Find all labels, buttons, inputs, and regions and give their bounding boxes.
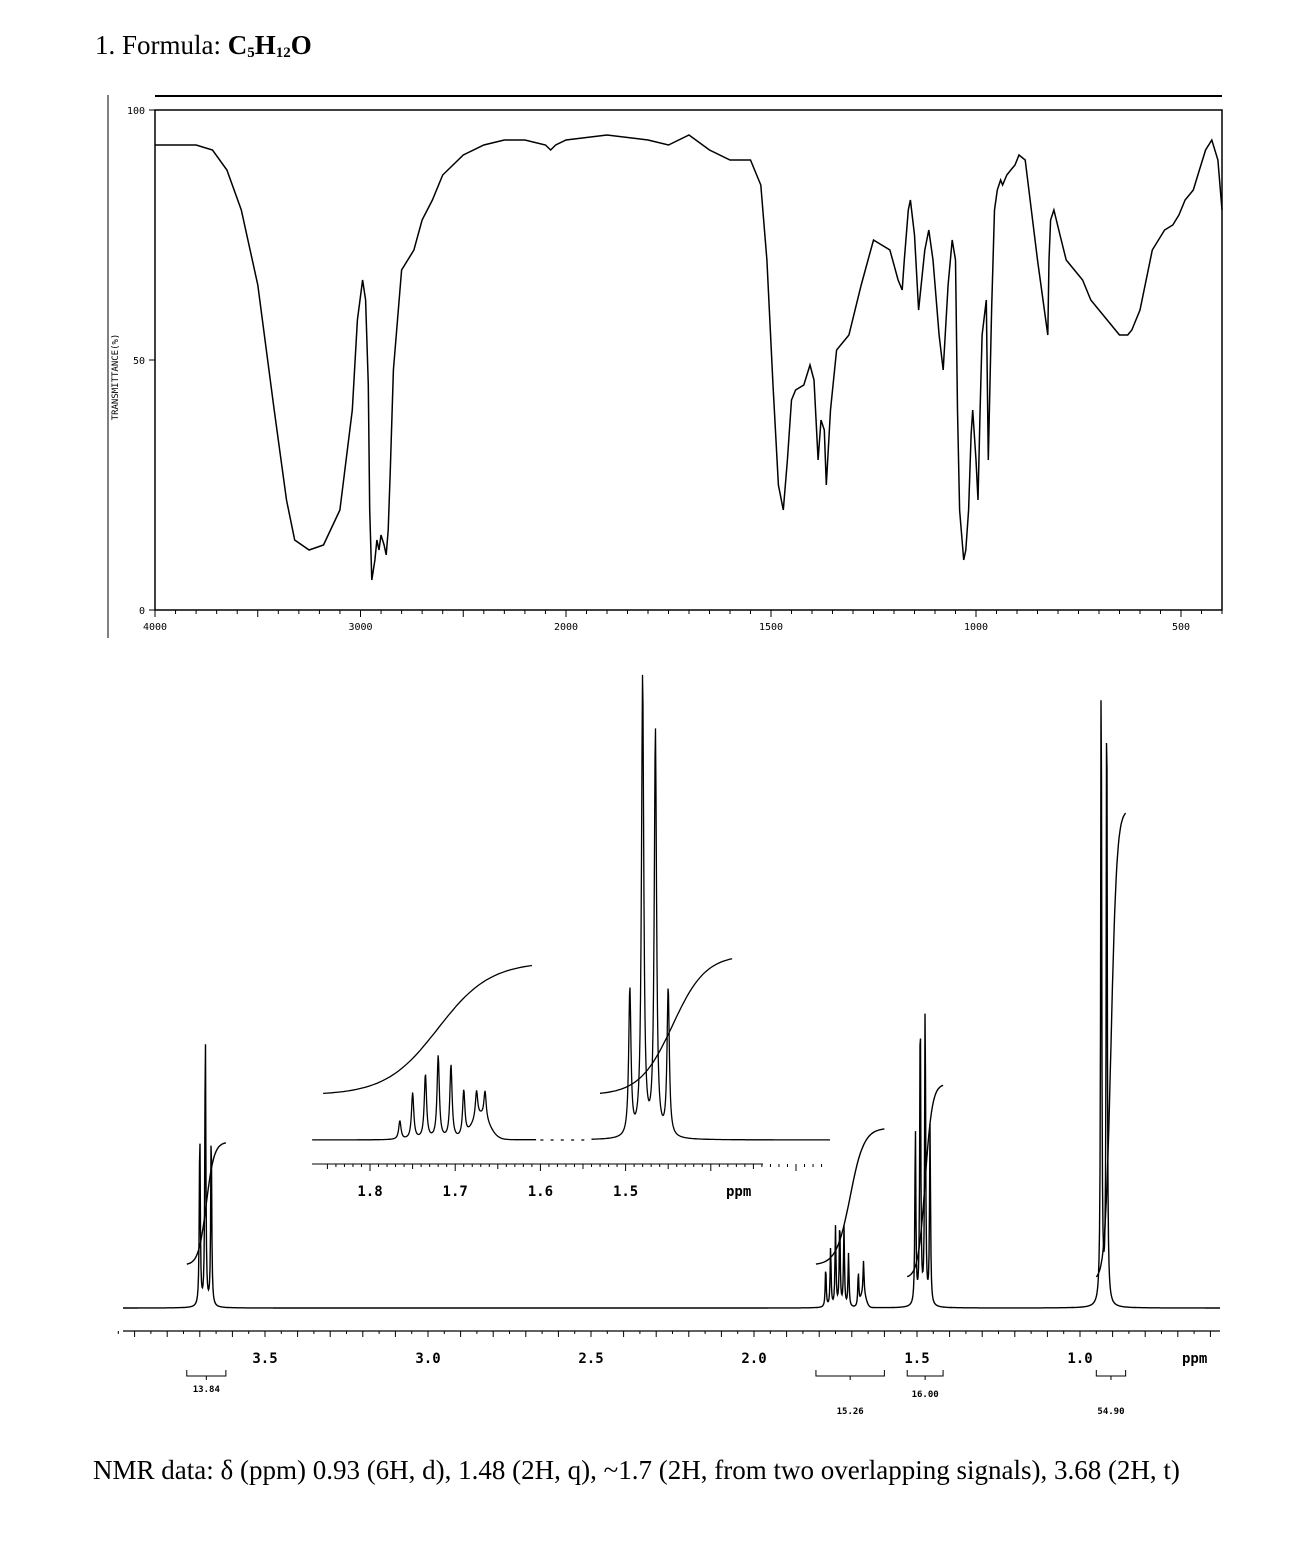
- nmr-x-tick-label: 1.5: [904, 1351, 929, 1367]
- integral-bracket: [815, 1370, 885, 1380]
- ir-y-tick-label: 100: [127, 106, 145, 117]
- integral-bracket: [186, 1370, 227, 1380]
- nmr-integral-traces: [186, 812, 1127, 1278]
- nmr-x-axis-label: ppm: [1182, 1351, 1207, 1367]
- nmr-x-tick-labels: 3.5 3.0 2.5 2.0 1.5 1.0: [252, 1351, 1092, 1367]
- integral-bracket: [1095, 1370, 1127, 1380]
- inset-x-tick-label: 1.6: [528, 1184, 553, 1200]
- integral-label: 16.00: [912, 1390, 939, 1400]
- ir-x-tick-label: 1000: [964, 622, 988, 633]
- nmr-axis-ticks: [117, 1331, 1211, 1337]
- nmr-spectrum-chart: 3.5 3.0 2.5 2.0 1.5 1.0 ppm 13.84 15.26 16.00 54…: [117, 674, 1220, 1417]
- nmr-x-tick-label: 2.5: [578, 1351, 603, 1367]
- molecular-formula: C5H12O: [227, 30, 312, 61]
- integral-label: 15.26: [837, 1407, 864, 1417]
- ir-y-tick-label: 50: [133, 356, 145, 367]
- ir-y-axis-label: TRANSMITTANCE(%): [111, 334, 121, 421]
- inset-x-tick-label: 1.5: [613, 1184, 638, 1200]
- nmr-spectrum-trace: [123, 700, 1220, 1309]
- nmr-inset-expansion: 1.8 1.7 1.6 1.5 ppm: [312, 674, 830, 1200]
- ir-transmittance-trace: [155, 134, 1223, 581]
- inset-x-axis-label: ppm: [726, 1184, 751, 1200]
- title-prefix: 1. Formula:: [95, 30, 228, 60]
- ir-x-tick-label: 2000: [554, 622, 578, 633]
- inset-axis-ticks: [326, 1164, 823, 1171]
- ir-x-tick-labels: 4000 3000 2000 1500 1000 500: [143, 622, 1190, 633]
- nmr-integral-labels: 13.84 15.26 16.00 54.90: [186, 1370, 1127, 1417]
- nmr-x-tick-label: 1.0: [1067, 1351, 1092, 1367]
- nmr-x-tick-label: 3.0: [415, 1351, 440, 1367]
- inset-x-tick-label: 1.7: [443, 1184, 468, 1200]
- nmr-x-tick-label: 2.0: [741, 1351, 766, 1367]
- ir-x-tick-label: 4000: [143, 622, 167, 633]
- inset-x-tick-labels: 1.8 1.7 1.6 1.5: [357, 1184, 638, 1200]
- integral-label: 54.90: [1097, 1407, 1124, 1417]
- ir-x-tick-label: 3000: [348, 622, 372, 633]
- integral-label: 13.84: [193, 1385, 221, 1395]
- ir-x-tick-label: 500: [1172, 622, 1190, 633]
- nmr-data-summary: NMR data: δ (ppm) 0.93 (6H, d), 1.48 (2H…: [93, 1455, 1180, 1485]
- integral-bracket: [906, 1370, 944, 1380]
- ir-axis-ticks: [149, 109, 1223, 617]
- problem-title: 1. Formula: C5H12O: [95, 30, 312, 62]
- inset-integral-traces: [323, 958, 733, 1095]
- ir-x-tick-label: 1500: [759, 622, 783, 633]
- nmr-main-spectrum: 3.5 3.0 2.5 2.0 1.5 1.0 ppm 13.84 15.26 16.00 54…: [117, 700, 1220, 1417]
- ir-y-tick-label: 0: [139, 606, 145, 617]
- nmr-x-tick-label: 3.5: [252, 1351, 277, 1367]
- inset-spectrum-trace: [312, 674, 830, 1141]
- inset-x-tick-label: 1.8: [357, 1184, 382, 1200]
- ir-y-tick-labels: 100 50 0: [127, 106, 145, 617]
